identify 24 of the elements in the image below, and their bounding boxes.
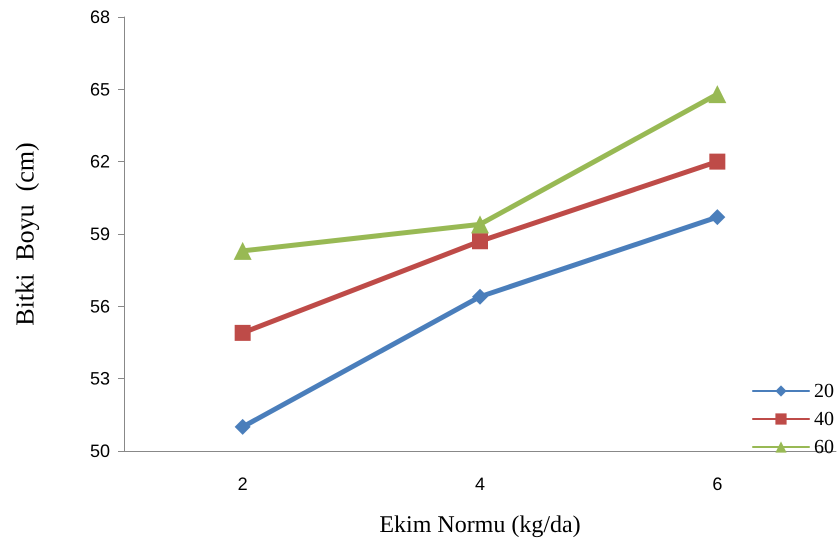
point xyxy=(708,85,726,104)
point xyxy=(709,154,726,170)
legend-label: 40 xyxy=(814,408,834,430)
y-tick-label: 56 xyxy=(90,296,110,316)
legend-label: 60 xyxy=(814,436,834,458)
y-tick-label: 59 xyxy=(90,224,110,244)
y-axis-title: Bitki Boyu (cm) xyxy=(10,142,40,326)
x-tick-label: 2 xyxy=(238,474,248,494)
x-tick-label: 4 xyxy=(474,474,486,494)
legend-label: 20 xyxy=(814,380,834,402)
x-axis-title: Ekim Normu (kg/da) xyxy=(379,512,581,538)
point xyxy=(709,209,726,226)
y-tick-label: 62 xyxy=(90,152,110,172)
point xyxy=(472,288,488,305)
y-tick-label: 53 xyxy=(90,368,110,389)
y-tick-label: 50 xyxy=(90,441,110,461)
point xyxy=(234,418,251,435)
point xyxy=(472,233,488,250)
point xyxy=(234,324,251,341)
y-tick-label: 68 xyxy=(90,7,110,27)
x-tick-label: 6 xyxy=(712,474,722,494)
point xyxy=(234,242,252,260)
point xyxy=(471,215,489,234)
y-tick-label: 65 xyxy=(90,79,110,100)
